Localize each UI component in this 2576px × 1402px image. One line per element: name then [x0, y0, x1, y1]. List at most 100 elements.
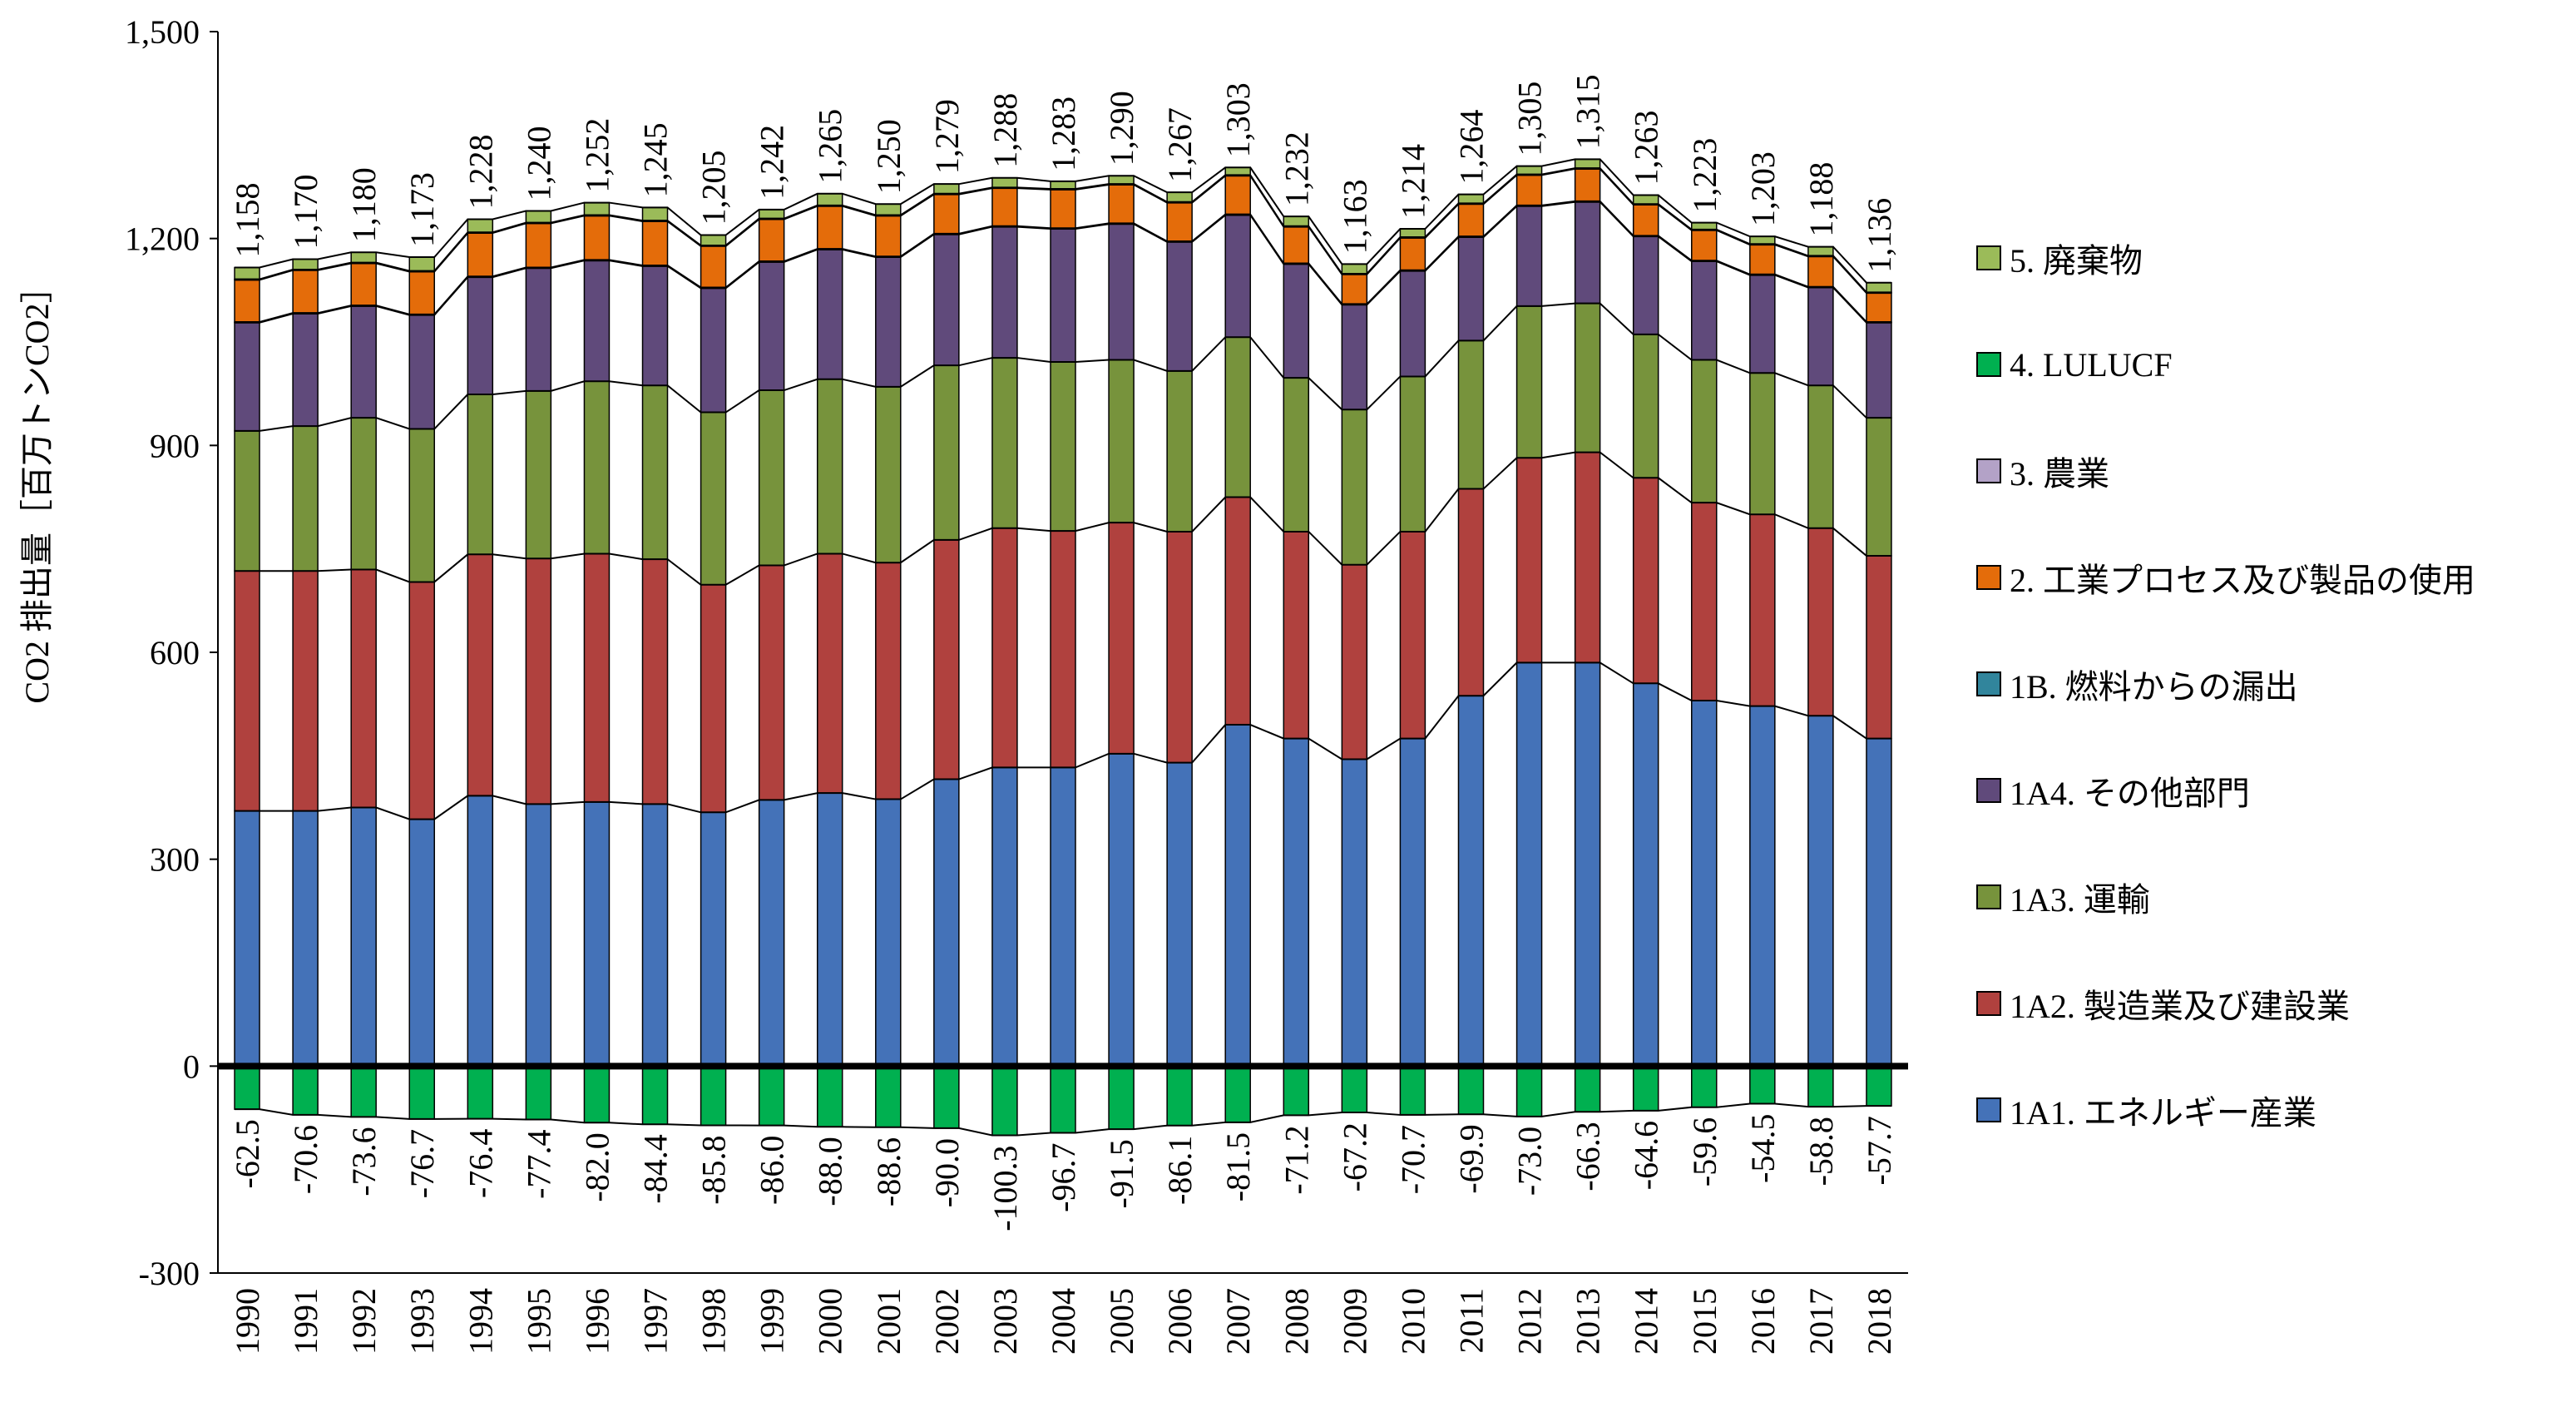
- legend-label: 1B. 燃料からの漏出: [2010, 668, 2298, 706]
- bar-segment: [933, 539, 960, 780]
- y-tick-label: 900: [150, 427, 200, 464]
- lulucf-label: -73.6: [345, 1127, 383, 1196]
- bar-segment: [1515, 205, 1543, 307]
- bar-segment-negative: [1108, 1065, 1135, 1130]
- bar-segment: [933, 778, 960, 1068]
- bar-segment: [933, 233, 960, 366]
- x-tick-label: 2015: [1686, 1288, 1723, 1355]
- bar-segment: [1807, 384, 1834, 529]
- bar-segment-negative: [1807, 1065, 1834, 1107]
- bar-segment: [816, 193, 843, 206]
- y-tick-label: -300: [139, 1255, 200, 1292]
- bar-segment: [991, 225, 1018, 359]
- x-tick-label: 1993: [403, 1288, 441, 1355]
- bar-segment: [758, 389, 785, 567]
- total-label: 1,305: [1511, 82, 1549, 156]
- bar-segment: [292, 270, 319, 314]
- lulucf-label: -70.7: [1394, 1125, 1431, 1194]
- bar-segment-negative: [1691, 1065, 1718, 1108]
- bar-segment: [1457, 339, 1485, 490]
- total-label: 1,279: [928, 99, 966, 174]
- bar-segment: [875, 798, 902, 1068]
- bar-segment: [1691, 502, 1718, 701]
- bar-segment: [1399, 737, 1426, 1068]
- y-axis-title: CO2 排出量［百万トンCO2］: [18, 270, 56, 703]
- x-tick-label: 1990: [229, 1288, 266, 1355]
- bar-segment: [1807, 245, 1834, 257]
- total-label: 1,252: [578, 118, 616, 193]
- bar-segment: [1341, 758, 1368, 1068]
- bar-segment: [1050, 361, 1076, 532]
- legend-label: 2. 工業プロセス及び製品の使用: [2010, 562, 2475, 599]
- total-label: 1,267: [1161, 107, 1199, 182]
- stack-connector-line: [235, 302, 1891, 432]
- bar-segment: [1574, 302, 1601, 453]
- legend-item: 2. 工業プロセス及び製品の使用: [1976, 561, 2475, 599]
- bar-segment-negative: [350, 1065, 377, 1118]
- bar-segment: [1166, 191, 1193, 203]
- legend-label: 1A3. 運輸: [2010, 881, 2150, 919]
- x-tick-label: 1997: [637, 1288, 675, 1355]
- total-label: 1,214: [1394, 144, 1431, 219]
- legend-swatch: [1976, 778, 2001, 803]
- bar-segment: [525, 390, 552, 560]
- y-tick-label: 300: [150, 841, 200, 879]
- bar-segment: [1166, 201, 1193, 242]
- total-label: 1,283: [1045, 97, 1082, 171]
- total-label: 1,203: [1744, 151, 1782, 226]
- bar-segment: [1515, 661, 1543, 1068]
- bar-segment: [583, 801, 611, 1068]
- lulucf-label: -69.9: [1452, 1124, 1490, 1193]
- stack-connector-line: [235, 158, 1891, 284]
- total-label: 1,265: [812, 109, 849, 184]
- x-tick-label: 2007: [1219, 1288, 1257, 1355]
- bar-segment: [1224, 166, 1251, 176]
- total-label: 1,136: [1861, 198, 1898, 273]
- lulucf-label: -88.0: [812, 1137, 849, 1206]
- lulucf-label: -86.1: [1161, 1136, 1199, 1205]
- x-tick-label: 2006: [1161, 1288, 1199, 1355]
- bar-segment: [1224, 214, 1251, 338]
- lulucf-label: -96.7: [1045, 1142, 1082, 1211]
- bar-segment: [467, 276, 494, 395]
- bar-segment-negative: [641, 1065, 669, 1126]
- total-label: 1,205: [695, 151, 733, 225]
- x-tick-label: 2012: [1511, 1288, 1549, 1355]
- bar-segment: [292, 570, 319, 812]
- bar-segment: [1457, 193, 1485, 205]
- total-label: 1,223: [1686, 138, 1723, 213]
- bar-segment: [1632, 477, 1659, 685]
- bar-segment: [1166, 241, 1193, 372]
- bar-segment: [1224, 336, 1251, 498]
- bar-segment-negative: [467, 1065, 494, 1120]
- x-tick-label: 2000: [812, 1288, 849, 1355]
- bar-segment: [641, 558, 669, 805]
- bar-segment: [1399, 375, 1426, 533]
- bar-segment: [583, 260, 611, 382]
- total-label: 1,188: [1802, 162, 1840, 237]
- bar-segment: [1807, 715, 1834, 1068]
- x-tick-label: 2005: [1103, 1288, 1140, 1355]
- bar-segment: [875, 256, 902, 388]
- bar-segment-negative: [816, 1065, 843, 1128]
- bar-segment: [583, 215, 611, 261]
- lulucf-label: -59.6: [1686, 1117, 1723, 1186]
- x-tick-label: 1998: [695, 1288, 733, 1355]
- bar-segment: [234, 266, 260, 280]
- lulucf-label: -62.5: [229, 1119, 266, 1188]
- legend-item: 1B. 燃料からの漏出: [1976, 667, 2298, 706]
- total-label: 1,242: [754, 125, 791, 200]
- bar-segment: [1341, 274, 1368, 305]
- bar-segment: [991, 766, 1018, 1068]
- lulucf-label: -86.0: [754, 1136, 791, 1205]
- bar-segment: [700, 287, 727, 414]
- x-tick-label: 2013: [1570, 1288, 1607, 1355]
- lulucf-label: -82.0: [578, 1132, 616, 1201]
- bar-segment: [1691, 221, 1718, 230]
- x-tick-label: 2011: [1452, 1288, 1490, 1354]
- bar-segment: [1749, 244, 1776, 275]
- legend-item: 5. 廃棄物: [1976, 241, 2143, 280]
- bar-segment: [1399, 270, 1426, 378]
- total-label: 1,264: [1452, 110, 1490, 185]
